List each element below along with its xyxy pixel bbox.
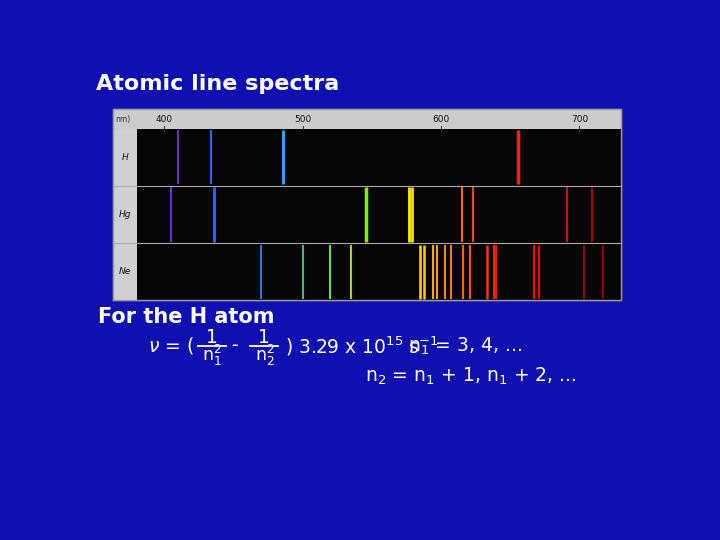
Bar	[113, 186, 137, 243]
Bar	[137, 243, 621, 300]
Text: $\nu$ = (: $\nu$ = (	[148, 335, 202, 356]
Text: Ne: Ne	[119, 267, 131, 276]
Text: nm): nm)	[114, 114, 130, 124]
Bar	[113, 110, 621, 129]
Bar	[113, 110, 621, 300]
Bar	[113, 129, 137, 186]
Text: Atomic line spectra: Atomic line spectra	[96, 74, 339, 94]
Bar	[137, 129, 621, 186]
Text: 600: 600	[432, 114, 449, 124]
Text: For the H atom: For the H atom	[98, 307, 274, 327]
Text: n$_2^2$: n$_2^2$	[255, 342, 274, 368]
Text: n$_2$ = n$_1$ + 1, n$_1$ + 2, ...: n$_2$ = n$_1$ + 1, n$_1$ + 2, ...	[365, 366, 577, 387]
Text: 700: 700	[571, 114, 588, 124]
Text: ) 3.29 x 10$^{15}$ s$^{-1}$: ) 3.29 x 10$^{15}$ s$^{-1}$	[284, 334, 438, 357]
Text: H: H	[122, 153, 128, 162]
Text: 500: 500	[294, 114, 311, 124]
Text: 1: 1	[258, 328, 270, 347]
Text: -: -	[232, 336, 238, 355]
Text: n$_1^2$: n$_1^2$	[202, 342, 222, 368]
Text: n$_1$ = 3, 4, ...: n$_1$ = 3, 4, ...	[408, 335, 522, 356]
Bar	[137, 186, 621, 243]
Text: 1: 1	[206, 328, 217, 347]
Text: Hg: Hg	[119, 210, 131, 219]
Text: 400: 400	[156, 114, 173, 124]
Bar	[113, 243, 137, 300]
